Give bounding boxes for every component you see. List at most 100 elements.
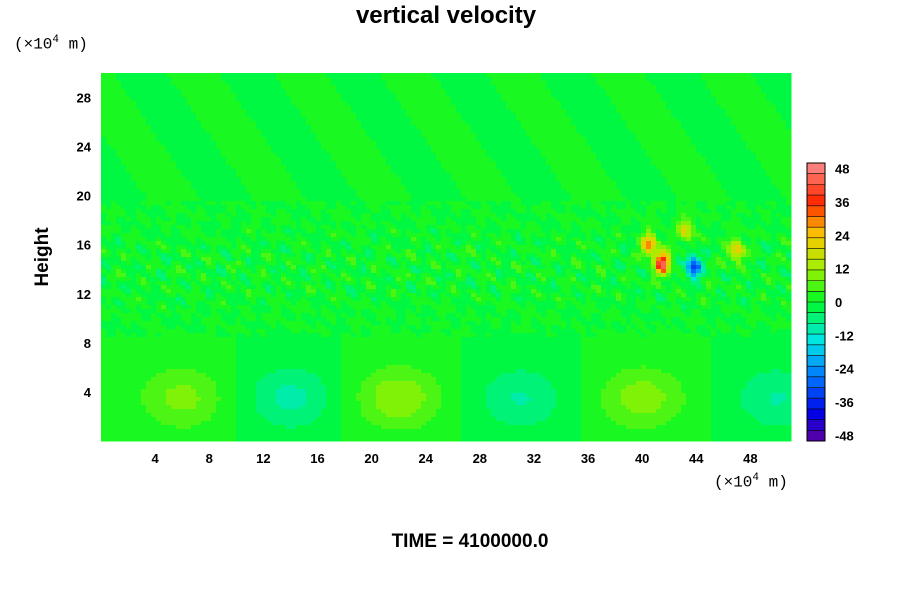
heatmap-cell bbox=[781, 89, 787, 94]
heatmap-cell bbox=[756, 105, 762, 110]
heatmap-cell bbox=[536, 205, 542, 210]
heatmap-cell bbox=[206, 157, 212, 162]
heatmap-cell bbox=[391, 193, 397, 198]
heatmap-cell bbox=[106, 137, 112, 142]
heatmap-cell bbox=[411, 169, 417, 174]
heatmap-cell bbox=[101, 149, 107, 154]
heatmap-cell bbox=[196, 205, 202, 210]
heatmap-cell bbox=[291, 109, 297, 114]
heatmap-cell bbox=[401, 173, 407, 178]
heatmap-cell bbox=[731, 173, 737, 178]
heatmap-cell bbox=[636, 149, 642, 154]
heatmap-cell bbox=[346, 193, 352, 198]
heatmap-cell bbox=[441, 189, 447, 194]
heatmap-cell bbox=[416, 117, 422, 122]
heatmap-cell bbox=[641, 101, 647, 106]
heatmap-cell bbox=[596, 125, 602, 130]
heatmap-cell bbox=[186, 145, 192, 150]
heatmap-cell bbox=[586, 173, 592, 178]
heatmap-cell bbox=[406, 101, 412, 106]
heatmap-cell bbox=[221, 77, 227, 82]
heatmap-cell bbox=[471, 205, 477, 210]
heatmap-cell bbox=[636, 189, 642, 194]
heatmap-cell bbox=[291, 141, 297, 146]
heatmap-cell bbox=[241, 117, 247, 122]
heatmap-cell bbox=[501, 213, 507, 218]
heatmap-cell bbox=[476, 189, 482, 194]
y-axis-unit: (×104 m) bbox=[14, 34, 88, 54]
heatmap-cell bbox=[246, 101, 252, 106]
heatmap-cell bbox=[646, 213, 652, 218]
heatmap-cell bbox=[761, 213, 767, 218]
heatmap-cell bbox=[341, 181, 347, 186]
heatmap-cell bbox=[256, 73, 262, 78]
heatmap-cell bbox=[266, 145, 272, 150]
heatmap-cell bbox=[431, 105, 437, 110]
heatmap-cell bbox=[361, 125, 367, 130]
heatmap-cell bbox=[366, 77, 372, 82]
heatmap-cell bbox=[156, 165, 162, 170]
heatmap-cell bbox=[271, 197, 277, 202]
heatmap-cell bbox=[401, 165, 407, 170]
heatmap-cell bbox=[686, 117, 692, 122]
heatmap-cell bbox=[126, 145, 132, 150]
heatmap-cell bbox=[776, 165, 782, 170]
heatmap-cell bbox=[571, 149, 577, 154]
heatmap-cell bbox=[726, 133, 732, 138]
heatmap-cell bbox=[196, 217, 202, 222]
heatmap-cell bbox=[546, 93, 552, 98]
heatmap-cell bbox=[296, 165, 302, 170]
heatmap-cell bbox=[301, 101, 307, 106]
heatmap-cell bbox=[221, 165, 227, 170]
heatmap-cell bbox=[766, 197, 772, 202]
heatmap-cell bbox=[741, 157, 747, 162]
heatmap-cell bbox=[576, 93, 582, 98]
heatmap-cell bbox=[331, 185, 337, 190]
heatmap-cell bbox=[276, 89, 282, 94]
heatmap-cell bbox=[411, 165, 417, 170]
heatmap-cell bbox=[266, 209, 272, 214]
heatmap-cell bbox=[136, 173, 142, 178]
heatmap-cell bbox=[581, 121, 587, 126]
heatmap-cell bbox=[446, 113, 452, 118]
heatmap-cell bbox=[421, 197, 427, 202]
heatmap-cell bbox=[691, 189, 697, 194]
heatmap-cell bbox=[561, 213, 567, 218]
heatmap-cell bbox=[201, 81, 207, 86]
heatmap-cell bbox=[271, 173, 277, 178]
heatmap-cell bbox=[311, 169, 317, 174]
heatmap-cell bbox=[271, 149, 277, 154]
heatmap-cell bbox=[706, 185, 712, 190]
heatmap-cell bbox=[641, 189, 647, 194]
heatmap-cell bbox=[456, 197, 462, 202]
heatmap-cell bbox=[226, 85, 232, 90]
heatmap-cell bbox=[161, 129, 167, 134]
heatmap-cell bbox=[191, 77, 197, 82]
heatmap-cell bbox=[486, 117, 492, 122]
heatmap-cell bbox=[691, 141, 697, 146]
heatmap-cell bbox=[246, 137, 252, 142]
heatmap-cell bbox=[396, 85, 402, 90]
heatmap-cell bbox=[316, 113, 322, 118]
heatmap-cell bbox=[471, 169, 477, 174]
heatmap-cell bbox=[471, 89, 477, 94]
heatmap-cell bbox=[101, 181, 107, 186]
heatmap-cell bbox=[396, 157, 402, 162]
heatmap-cell bbox=[136, 177, 142, 182]
heatmap-cell bbox=[701, 121, 707, 126]
heatmap-cell bbox=[516, 97, 522, 102]
heatmap-cell bbox=[631, 177, 637, 182]
heatmap-cell bbox=[101, 205, 107, 210]
heatmap-cell bbox=[696, 181, 702, 186]
heatmap-cell bbox=[261, 109, 267, 114]
heatmap-cell bbox=[226, 133, 232, 138]
heatmap-cell bbox=[291, 165, 297, 170]
heatmap-cell bbox=[786, 105, 792, 110]
heatmap-cell bbox=[771, 173, 777, 178]
heatmap-cell bbox=[676, 117, 682, 122]
heatmap-cell bbox=[126, 109, 132, 114]
heatmap-cell bbox=[546, 101, 552, 106]
heatmap-cell bbox=[636, 197, 642, 202]
heatmap-cell bbox=[241, 93, 247, 98]
heatmap-cell bbox=[456, 89, 462, 94]
